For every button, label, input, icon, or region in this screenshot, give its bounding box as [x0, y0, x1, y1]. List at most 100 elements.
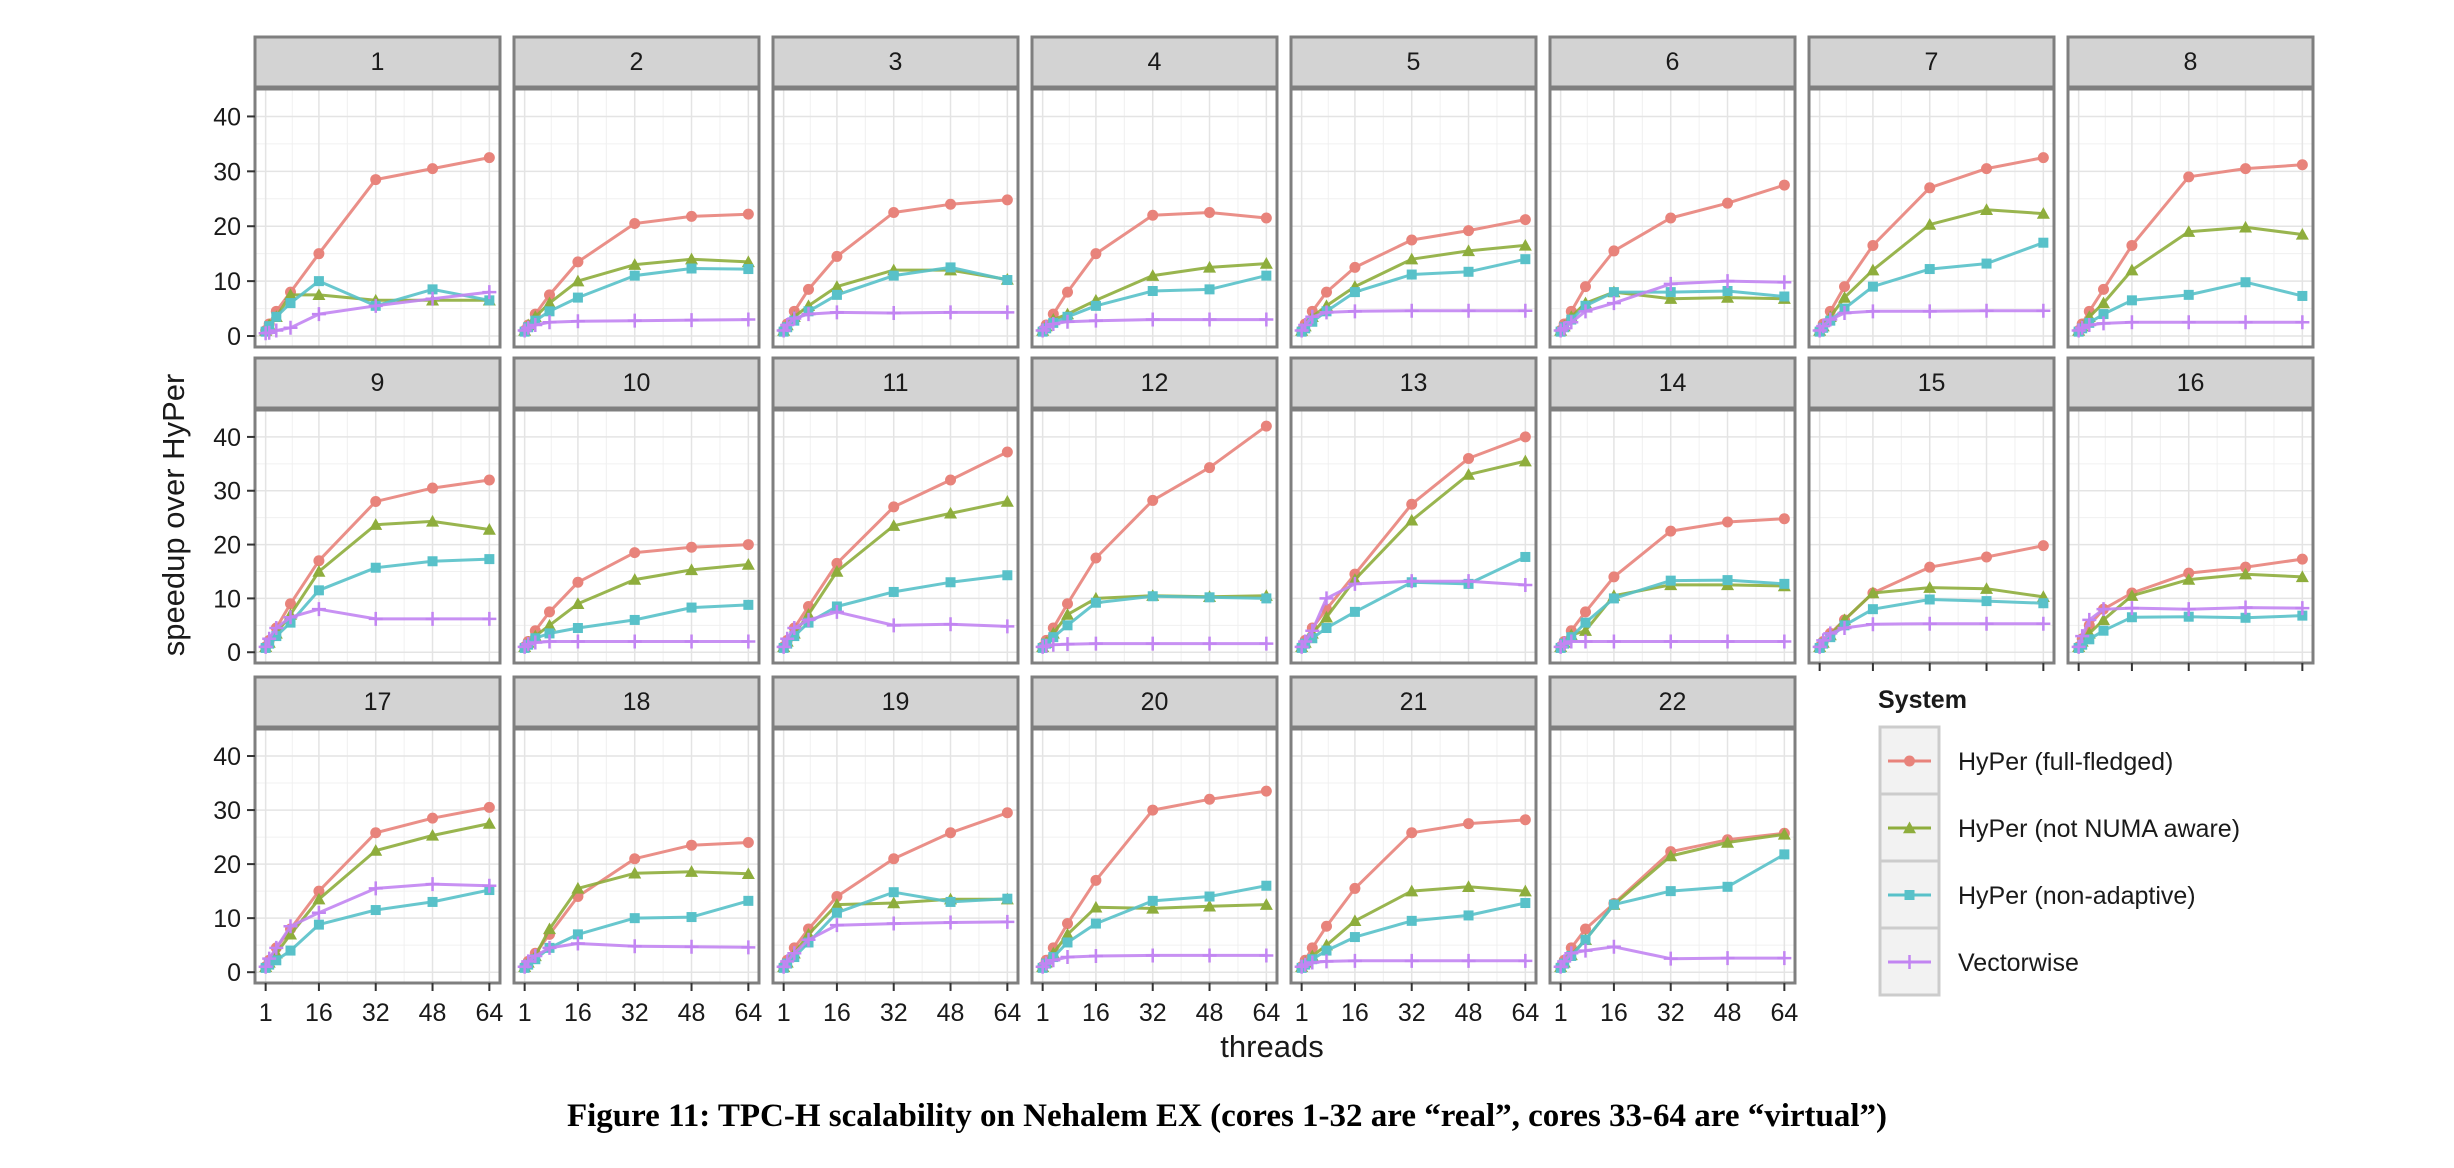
series-4	[1294, 953, 1533, 974]
panel-border	[2066, 408, 2315, 665]
x-tick-label: 16	[823, 999, 851, 1027]
data-point	[283, 919, 298, 934]
data-point	[2183, 611, 2194, 622]
data-point	[887, 896, 901, 909]
data-point	[1608, 287, 1619, 298]
x-tick-label: 16	[1341, 999, 1369, 1027]
data-point	[2096, 316, 2111, 331]
data-point	[2295, 570, 2309, 583]
data-point	[1204, 793, 1216, 805]
panel-strip	[512, 356, 761, 410]
data-point	[1518, 953, 1533, 968]
data-point	[2183, 289, 2194, 300]
panel-border	[771, 87, 1020, 349]
data-point	[1001, 194, 1013, 206]
data-point	[2075, 629, 2090, 644]
data-point	[2037, 152, 2049, 164]
data-point	[943, 305, 958, 320]
data-point	[521, 320, 536, 335]
data-point	[2126, 612, 2137, 623]
data-point	[886, 618, 901, 633]
data-point	[544, 606, 556, 618]
data-point	[1778, 513, 1790, 525]
data-point	[1866, 586, 1880, 599]
data-point	[1145, 948, 1160, 963]
data-point	[1001, 446, 1013, 458]
panel-strip	[253, 35, 502, 89]
data-point	[1060, 950, 1075, 965]
panel-border	[253, 727, 502, 985]
data-point	[803, 283, 815, 295]
panel-label: 1	[371, 48, 385, 76]
panel-border	[771, 727, 1020, 985]
data-point	[1145, 312, 1160, 327]
x-tick-label: 48	[1714, 999, 1742, 1027]
data-point	[482, 285, 497, 300]
legend-marker	[1904, 890, 1915, 900]
panel-label: 2	[630, 48, 644, 76]
data-point	[1463, 225, 1475, 237]
data-point	[2071, 639, 2086, 654]
y-tick-label: 40	[213, 103, 241, 131]
data-point	[426, 828, 440, 841]
data-point	[1405, 884, 1419, 897]
series-4	[776, 305, 1015, 338]
data-point	[742, 836, 754, 848]
x-tick-label: 64	[475, 999, 503, 1027]
panel-background	[2068, 89, 2313, 347]
data-point	[743, 895, 754, 906]
data-point	[1608, 245, 1620, 257]
data-point	[1981, 163, 1993, 175]
data-point	[2097, 613, 2111, 626]
data-point	[686, 602, 697, 613]
data-point	[628, 866, 642, 879]
data-point	[1461, 303, 1476, 318]
data-point	[1349, 882, 1361, 894]
x-tick-label: 48	[937, 999, 965, 1027]
data-point	[1349, 287, 1360, 298]
data-point	[570, 314, 585, 329]
panel-background	[1550, 410, 1795, 663]
data-point	[1608, 571, 1620, 583]
data-point	[312, 288, 326, 301]
legend-label: Vectorwise	[1958, 949, 2079, 977]
data-point	[1321, 286, 1333, 298]
data-point	[1147, 804, 1159, 816]
data-point	[741, 634, 756, 649]
data-point	[2125, 589, 2139, 601]
data-point	[787, 946, 802, 961]
data-point	[1665, 212, 1677, 224]
data-point	[1090, 552, 1102, 564]
data-point	[2240, 561, 2252, 573]
data-point	[2296, 553, 2308, 565]
data-point	[1463, 266, 1474, 277]
data-point	[1779, 849, 1790, 860]
data-point	[1578, 943, 1593, 958]
data-point	[1777, 634, 1792, 649]
data-point	[1777, 951, 1792, 966]
data-point	[787, 311, 802, 326]
data-point	[1462, 468, 1476, 480]
data-point	[1088, 948, 1103, 963]
panel-strip	[1548, 675, 1797, 729]
series-4	[2071, 315, 2310, 338]
data-point	[2239, 567, 2253, 580]
panel-label: 14	[1659, 369, 1687, 397]
data-point	[685, 252, 699, 265]
legend-marker	[1903, 821, 1916, 834]
data-point	[1564, 315, 1579, 330]
series-4	[258, 285, 497, 341]
data-point	[1777, 275, 1792, 290]
data-point	[427, 284, 438, 295]
panel-background	[514, 89, 759, 347]
data-point	[742, 208, 754, 220]
panel-8: 8	[2066, 35, 2315, 349]
y-tick-label: 30	[213, 158, 241, 186]
data-point	[2125, 263, 2139, 276]
data-point	[1777, 827, 1791, 840]
data-point	[1046, 637, 1061, 652]
data-point	[627, 313, 642, 328]
series-4	[1035, 948, 1274, 974]
data-point	[1981, 596, 1992, 607]
data-point	[1146, 269, 1160, 281]
